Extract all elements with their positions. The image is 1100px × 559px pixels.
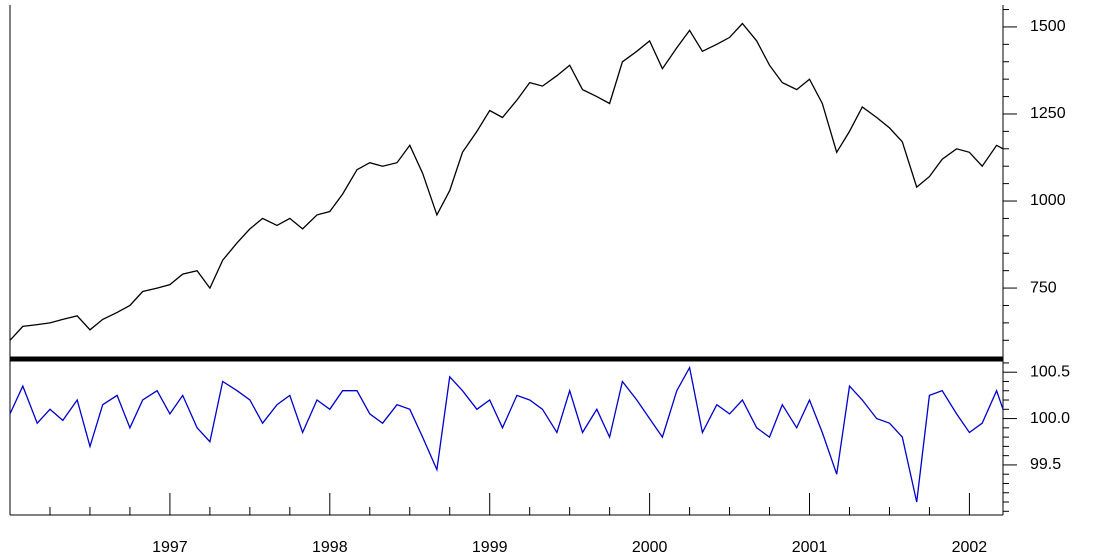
x-tick-label: 2002 (952, 539, 988, 556)
series-line (9, 22, 1004, 341)
x-tick-label: 2001 (792, 539, 828, 556)
x-tick-label: 1998 (312, 539, 348, 556)
y-tick-label: 1500 (1030, 18, 1066, 35)
x-tick-label: 1997 (152, 539, 188, 556)
y-tick-label: 100.5 (1030, 363, 1070, 380)
y-tick-label: 1250 (1030, 105, 1066, 122)
series-line (9, 365, 1004, 503)
y-tick-label: 1000 (1030, 192, 1066, 209)
x-tick-label: 1999 (472, 539, 508, 556)
y-tick-label: 750 (1030, 279, 1057, 296)
x-tick-label: 2000 (632, 539, 668, 556)
y-tick-label: 100.0 (1030, 410, 1070, 427)
y-tick-label: 99.5 (1030, 456, 1061, 473)
